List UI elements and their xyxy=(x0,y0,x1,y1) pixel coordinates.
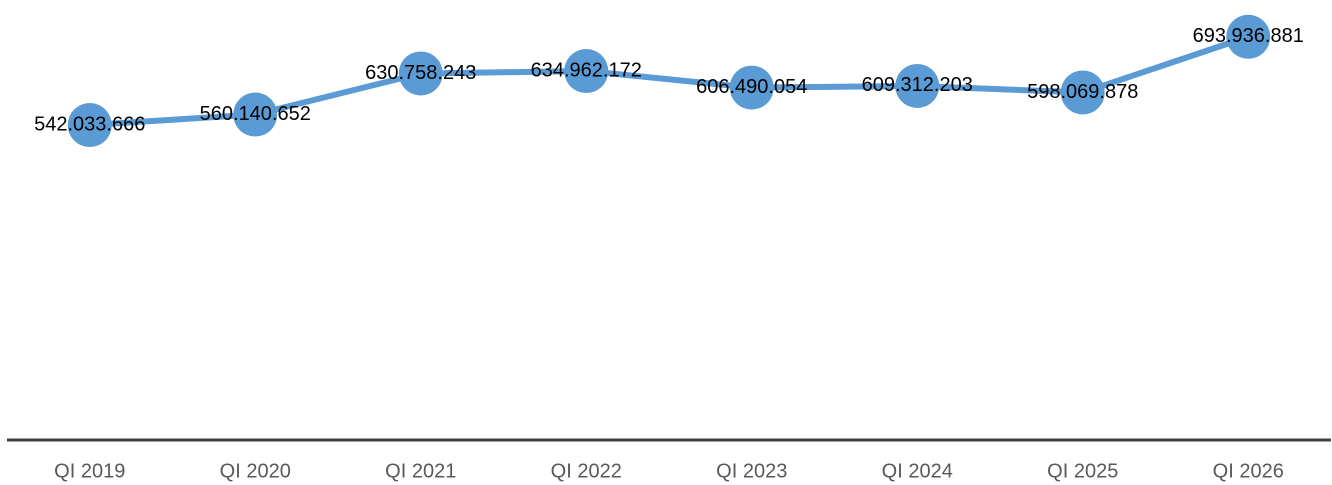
data-label: 634.962.172 xyxy=(531,59,642,81)
x-tick-label: QI 2021 xyxy=(385,460,456,482)
x-tick-label: QI 2022 xyxy=(551,460,622,482)
marker xyxy=(895,63,940,108)
x-tick-label: QI 2023 xyxy=(716,460,787,482)
x-tick-label: QI 2026 xyxy=(1213,460,1284,482)
data-label: 630.758.243 xyxy=(365,62,476,84)
marker xyxy=(729,65,774,110)
data-label: 542.033.666 xyxy=(34,113,145,135)
x-tick-label: QI 2024 xyxy=(882,460,953,482)
x-tick-label: QI 2025 xyxy=(1047,460,1118,482)
marker xyxy=(564,49,609,94)
x-tick-label: QI 2020 xyxy=(220,460,291,482)
marker xyxy=(1226,14,1271,59)
x-tick-label: QI 2019 xyxy=(54,460,125,482)
marker xyxy=(233,92,278,137)
marker xyxy=(67,103,112,148)
marker xyxy=(1060,70,1105,115)
data-label: 560.140.652 xyxy=(200,103,311,125)
data-label: 609.312.203 xyxy=(862,74,973,96)
line xyxy=(89,33,1250,129)
data-label: 606.490.054 xyxy=(696,76,807,98)
data-label: 598.069.878 xyxy=(1027,81,1138,103)
marker xyxy=(398,51,443,96)
data-label: 693.936.881 xyxy=(1193,25,1304,47)
